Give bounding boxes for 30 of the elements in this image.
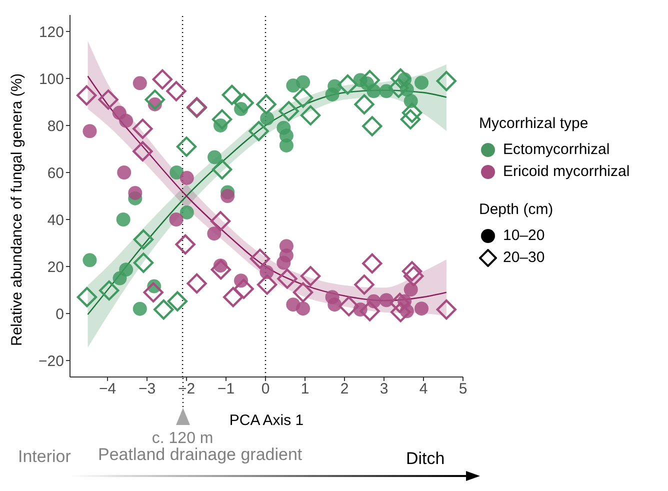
y-tick-label: 20 bbox=[47, 258, 64, 276]
ref-line-label: c. 120 m bbox=[150, 430, 214, 448]
y-tick-label: −20 bbox=[38, 352, 64, 370]
legend-label: Ericoid mycorrhizal bbox=[502, 162, 630, 182]
text: 20–30 bbox=[502, 248, 546, 268]
legend-label: Ectomycorrhizal bbox=[502, 140, 611, 160]
x-tick-label: 1 bbox=[300, 380, 310, 398]
text: Depth (cm) bbox=[479, 200, 554, 220]
y-tick-label: 0 bbox=[56, 306, 64, 323]
x-tick-label: 0 bbox=[261, 380, 270, 398]
y-tick-label: 60 bbox=[47, 164, 64, 182]
x-tick-label: −3 bbox=[138, 380, 156, 398]
x-axis-title: PCA Axis 1 bbox=[229, 412, 304, 429]
x-tick-label: 4 bbox=[419, 380, 428, 398]
y-tick-label: 120 bbox=[38, 24, 64, 41]
text: 10–20 bbox=[502, 226, 546, 246]
y-axis-title: Relative abundance of fungal genera (%) bbox=[8, 73, 26, 346]
x-tick-label: −1 bbox=[217, 380, 235, 398]
y-tick-label: 80 bbox=[47, 118, 64, 135]
text: Peatland drainage gradient bbox=[98, 445, 302, 465]
x-tick-label: −2 bbox=[178, 380, 196, 398]
x-tick-label: 5 bbox=[458, 380, 468, 398]
text: Interior bbox=[18, 447, 71, 467]
legend-title: Mycorrhizal type bbox=[479, 114, 590, 134]
text: Ditch bbox=[406, 449, 445, 469]
y-tick-label: 100 bbox=[38, 70, 64, 88]
x-tick-label: 3 bbox=[380, 380, 388, 398]
y-tick-label: 40 bbox=[47, 212, 64, 229]
x-tick-label: 2 bbox=[340, 380, 349, 398]
x-tick-label: −4 bbox=[98, 380, 116, 398]
